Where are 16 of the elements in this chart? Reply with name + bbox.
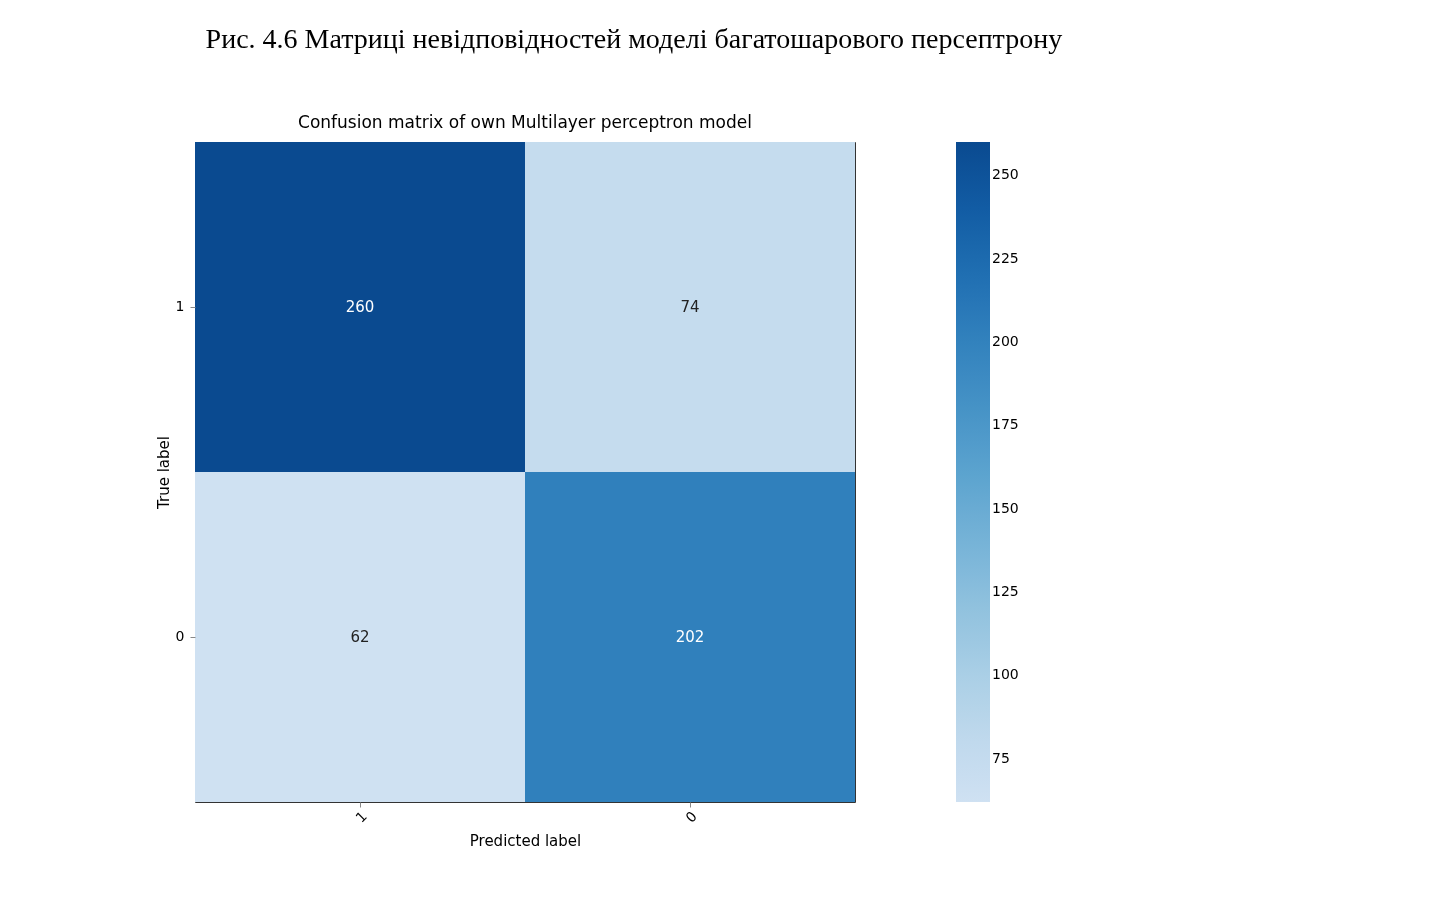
data-label: 74 [680,298,700,316]
color-bar-label: 125 [992,583,1019,599]
x-axis-title: Predicted label [469,831,582,850]
color-bar-label: 250 [992,166,1019,183]
y-axis-title: True label [154,436,173,510]
color-bar-label: 75 [992,749,1010,766]
color-bar-label: 225 [992,249,1019,266]
data-label: 62 [350,628,370,646]
data-label: 202 [675,628,705,646]
chart-title: Confusion matrix of own Multilayer perceptron model [298,112,752,132]
data-label: 260 [345,298,375,316]
color-bar-label: 175 [992,416,1019,433]
color-bar-label: 200 [992,333,1019,349]
color-bar-label: 150 [992,499,1019,516]
color-bar-label: 100 [992,666,1019,683]
text: Рис. 4.6 Матриці невідповідностей моделі багатошарового персептрону [205,22,1063,54]
